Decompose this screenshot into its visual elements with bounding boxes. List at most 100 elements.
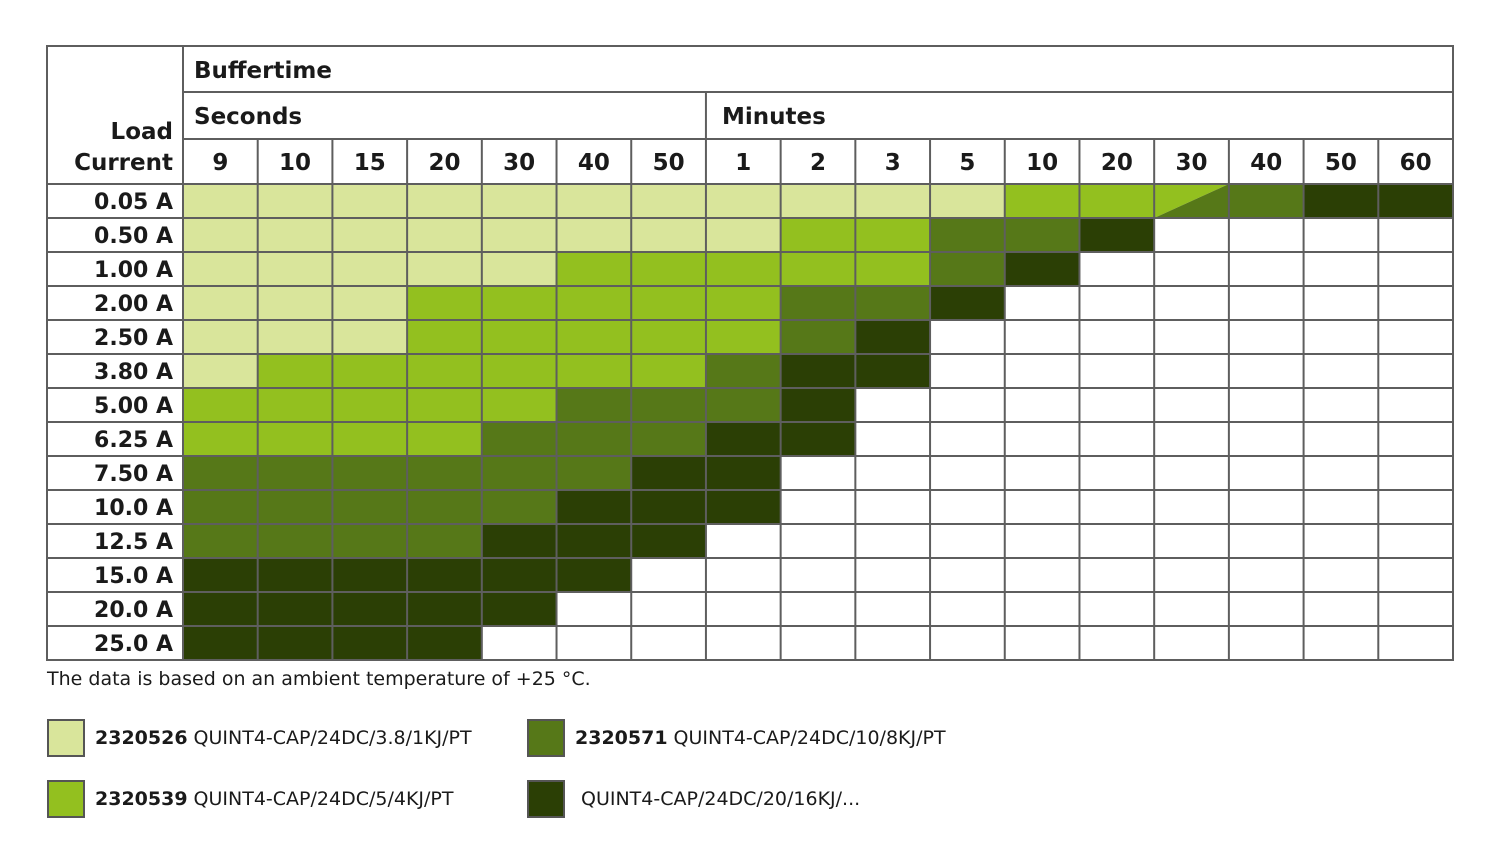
table-cell (407, 592, 482, 626)
column-label: 2 (810, 150, 826, 176)
table-cell (481, 490, 557, 524)
table-cell (1228, 218, 1304, 252)
column-label: 40 (578, 150, 610, 176)
table-cell (930, 388, 1005, 422)
table-cell (183, 592, 258, 626)
table-cell (332, 286, 408, 320)
table-cell (631, 184, 706, 218)
table-cell (705, 184, 781, 218)
table-cell (631, 626, 706, 660)
table-cell (705, 252, 781, 286)
table-cell (780, 252, 856, 286)
table-cell (1228, 286, 1304, 320)
table-cell (780, 184, 856, 218)
table-cell (257, 422, 333, 456)
column-label: 30 (1176, 150, 1208, 176)
table-cell (1303, 286, 1379, 320)
table-cell (1378, 592, 1453, 626)
table-cell (631, 524, 706, 558)
table-cell (1228, 252, 1304, 286)
table-cell (1378, 490, 1453, 524)
table-cell (407, 524, 482, 558)
table-cell (1154, 524, 1229, 558)
table-cell (631, 422, 706, 456)
table-cell (332, 626, 408, 660)
table-cell (407, 490, 482, 524)
table-cell (481, 286, 557, 320)
row-label: 5.00 A (94, 394, 173, 419)
table-cell (1154, 422, 1229, 456)
table-cell (1079, 388, 1155, 422)
table-cell (183, 252, 258, 286)
table-cell (1004, 184, 1080, 218)
legend-item-2320539: 2320539 QUINT4-CAP/24DC/5/4KJ/PT (47, 780, 453, 818)
table-cell (855, 524, 931, 558)
table-cell (183, 184, 258, 218)
table-cell (705, 422, 781, 456)
table-cell (780, 524, 856, 558)
legend-swatch (527, 719, 565, 757)
table-cell (631, 490, 706, 524)
table-cell (257, 252, 333, 286)
table-cell (631, 388, 706, 422)
table-cell (705, 524, 781, 558)
column-label: 10 (1026, 150, 1058, 176)
table-cell (631, 354, 706, 388)
column-label: 5 (959, 150, 975, 176)
table-cell (1378, 354, 1453, 388)
table-cell (1228, 354, 1304, 388)
table-cell (1303, 320, 1379, 354)
table-cell (1303, 626, 1379, 660)
row-label: 2.50 A (94, 326, 173, 351)
legend-code: 2320571 (575, 727, 668, 749)
table-cell (1228, 558, 1304, 592)
legend-swatch (527, 780, 565, 818)
table-cell (332, 320, 408, 354)
table-cell (481, 626, 557, 660)
column-labels: 9 10 15 20 30 40 50 1 2 3 5 10 20 30 40 50 60 (212, 150, 1431, 176)
table-cell (556, 388, 632, 422)
table-cell (855, 184, 931, 218)
table-cell (407, 320, 482, 354)
table-cell (1303, 592, 1379, 626)
table-cell (705, 558, 781, 592)
table-cell (1228, 524, 1304, 558)
table-cell (183, 388, 258, 422)
table-cell (481, 592, 557, 626)
table-cell (1154, 558, 1229, 592)
table-cell (705, 592, 781, 626)
column-label: 20 (428, 150, 460, 176)
table-cell (631, 558, 706, 592)
row-label: 1.00 A (94, 258, 173, 283)
table-cell (1004, 592, 1080, 626)
table-cell (1378, 456, 1453, 490)
table-cell (257, 286, 333, 320)
table-cell (1154, 626, 1229, 660)
table-cell (1079, 184, 1155, 218)
table-cell (1004, 558, 1080, 592)
table-cell (332, 354, 408, 388)
table-cell (855, 422, 931, 456)
table-cell (705, 626, 781, 660)
table-cell (481, 524, 557, 558)
table-cell (481, 320, 557, 354)
table-cell (1079, 558, 1155, 592)
table-cell (930, 252, 1005, 286)
seconds-header: Seconds (194, 104, 302, 130)
table-cell (631, 218, 706, 252)
table-cell (1079, 422, 1155, 456)
table-cell (481, 218, 557, 252)
table-cell (481, 388, 557, 422)
legend-swatch (47, 719, 85, 757)
table-cell (1228, 422, 1304, 456)
row-label: 12.5 A (94, 530, 173, 555)
column-label: 40 (1250, 150, 1282, 176)
table-cell (1004, 354, 1080, 388)
table-cell (1303, 490, 1379, 524)
row-label: 6.25 A (94, 428, 173, 453)
table-cell (556, 320, 632, 354)
table-cell (705, 388, 781, 422)
table-cell (930, 320, 1005, 354)
table-cell (1079, 490, 1155, 524)
row-label: 20.0 A (94, 598, 173, 623)
